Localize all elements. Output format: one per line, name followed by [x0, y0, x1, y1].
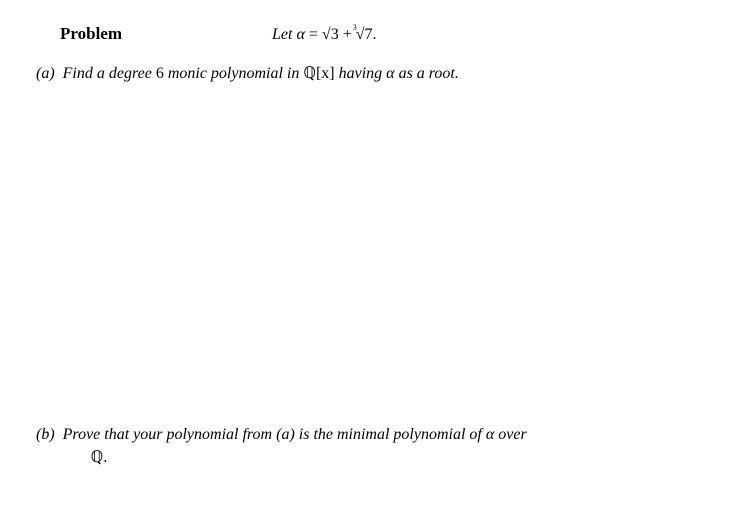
problem-header: Problem Let α = √3 + 3√7. [60, 24, 702, 44]
a-alpha: α [386, 65, 394, 82]
part-b-text: Prove that your polynomial from (a) is t… [63, 423, 702, 469]
stmt-period: . [373, 26, 377, 43]
b-Q: ℚ [91, 446, 104, 469]
equals: = [305, 26, 322, 43]
a-t3: having [335, 65, 387, 82]
a-t2: monic polynomial in [164, 65, 304, 82]
b-period: . [103, 449, 107, 466]
b-t1: Prove that your polynomial from (a) is t… [63, 426, 486, 443]
part-a-label: (a) [36, 62, 55, 85]
part-b-label: (b) [36, 423, 55, 469]
a-Q: ℚ [303, 62, 316, 85]
part-b: (b) Prove that your polynomial from (a) … [36, 423, 702, 469]
problem-label: Problem [60, 24, 122, 44]
a-t4: as a root. [395, 65, 459, 82]
b-t2: over [494, 426, 526, 443]
b-line2: ℚ. [91, 446, 702, 469]
stmt-prefix: Let [272, 26, 296, 43]
alpha: α [296, 26, 304, 43]
a-deg: 6 [156, 65, 164, 82]
a-brx: [x] [316, 65, 335, 82]
sqrt3: √3 [322, 26, 339, 43]
part-a: (a) Find a degree 6 monic polynomial in … [36, 62, 702, 85]
a-t1: Find a degree [63, 65, 156, 82]
part-a-text: Find a degree 6 monic polynomial in ℚ[x]… [63, 62, 702, 85]
cuberoot-degree: 3 [353, 23, 357, 32]
cuberoot7: 3√7 [356, 26, 373, 44]
problem-statement: Let α = √3 + 3√7. [272, 26, 702, 44]
cuberoot-body: √7 [356, 26, 373, 43]
